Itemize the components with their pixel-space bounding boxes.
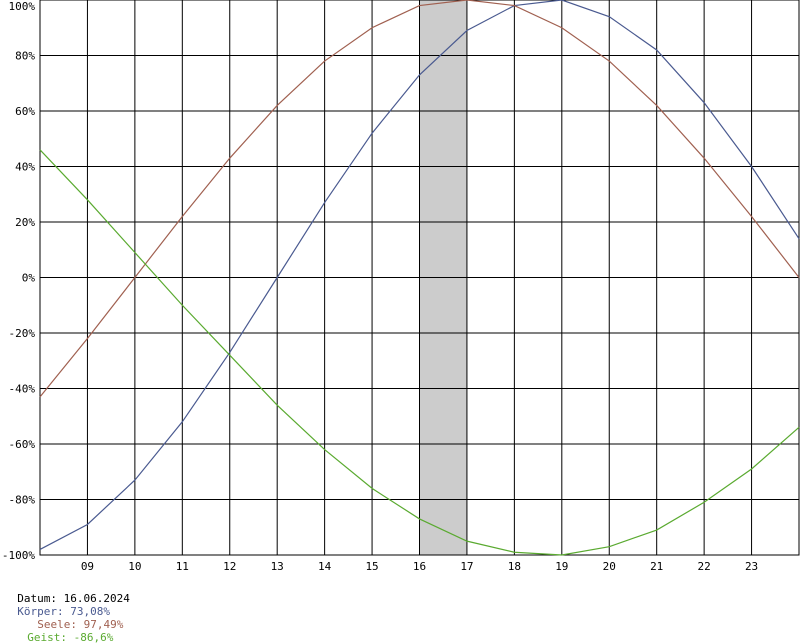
x-tick-label: 12 bbox=[223, 560, 236, 573]
x-tick-label: 14 bbox=[318, 560, 332, 573]
biorhythm-chart: 09 10 11 12 13 14 15 16 17 18 19 20 21 22 23 100% 80% 60%… bbox=[2, 0, 800, 573]
y-tick-label: -40% bbox=[9, 383, 36, 396]
y-tick-label: -100% bbox=[2, 549, 35, 562]
x-tick-label: 20 bbox=[603, 560, 616, 573]
x-tick-label: 21 bbox=[650, 560, 663, 573]
geist-value: Geist: -86,6% bbox=[27, 631, 114, 644]
y-tick-label: -60% bbox=[9, 438, 36, 451]
x-tick-label: 10 bbox=[128, 560, 141, 573]
x-tick-label: 18 bbox=[508, 560, 521, 573]
x-tick-label: 16 bbox=[413, 560, 426, 573]
status-footer: Datum: 16.06.2024 Körper: 73,08% Seele: … bbox=[4, 579, 136, 644]
y-tick-label: 20% bbox=[15, 216, 35, 229]
y-tick-label: -20% bbox=[9, 327, 36, 340]
date-text: Datum: 16.06.2024 bbox=[17, 592, 130, 605]
x-tick-label: 11 bbox=[176, 560, 189, 573]
y-tick-label: 0% bbox=[22, 272, 36, 285]
x-tick-label: 19 bbox=[555, 560, 568, 573]
series-line-geist bbox=[39, 149, 800, 556]
y-tick-label: 100% bbox=[9, 0, 36, 13]
koerper-value: Körper: 73,08% bbox=[17, 605, 110, 618]
seele-value: Seele: 97,49% bbox=[37, 618, 124, 631]
x-tick-label: 23 bbox=[745, 560, 758, 573]
y-tick-label: 80% bbox=[15, 50, 35, 63]
x-tick-label: 09 bbox=[81, 560, 94, 573]
x-tick-label: 13 bbox=[271, 560, 284, 573]
series-line-krper bbox=[39, 0, 800, 550]
series-line-seele bbox=[39, 0, 800, 398]
x-tick-label: 15 bbox=[365, 560, 378, 573]
y-tick-label: 60% bbox=[15, 105, 35, 118]
y-tick-label: 40% bbox=[15, 161, 35, 174]
x-tick-label: 22 bbox=[698, 560, 711, 573]
x-tick-label: 17 bbox=[460, 560, 473, 573]
y-tick-label: -80% bbox=[9, 494, 36, 507]
